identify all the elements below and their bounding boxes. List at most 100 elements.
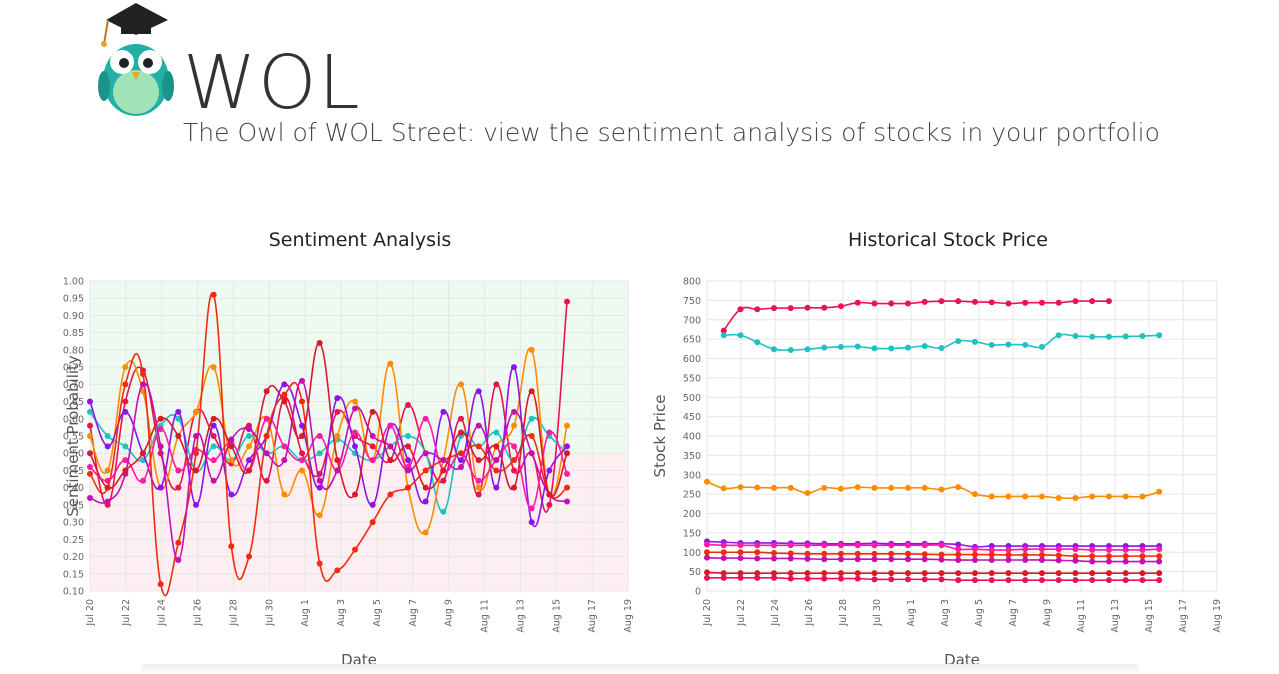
data-point <box>854 570 861 577</box>
data-point <box>1055 557 1062 564</box>
y-tick-label: 300 <box>683 470 701 481</box>
data-point <box>228 443 235 450</box>
sentiment-chart-title: Sentiment Analysis <box>268 229 452 251</box>
x-tick-label: Aug 13 <box>1110 599 1121 633</box>
data-point <box>1072 495 1079 501</box>
data-point <box>475 484 482 491</box>
data-point <box>1022 493 1029 500</box>
data-point <box>387 457 394 464</box>
x-tick-label: Jul 20 <box>85 599 96 627</box>
data-point <box>854 343 861 350</box>
data-point <box>955 551 962 558</box>
data-point <box>87 464 93 470</box>
data-point <box>475 388 482 395</box>
series-line <box>707 576 1160 582</box>
data-point <box>787 575 794 582</box>
data-point <box>754 306 761 313</box>
data-point <box>804 570 811 577</box>
data-point <box>511 457 518 464</box>
data-point <box>87 422 93 429</box>
data-point <box>1055 332 1062 339</box>
y-tick-label: 0 <box>695 587 701 598</box>
data-point <box>888 542 895 549</box>
data-point <box>737 549 744 556</box>
data-point <box>193 450 200 457</box>
data-point <box>157 426 164 433</box>
data-point <box>369 443 376 450</box>
data-point <box>821 556 828 563</box>
data-point <box>1038 546 1045 553</box>
data-point <box>246 443 253 450</box>
y-tick-label: 100 <box>683 548 701 559</box>
data-point <box>1005 577 1012 584</box>
x-tick-label: Aug 7 <box>408 599 419 627</box>
data-point <box>737 570 744 577</box>
data-point <box>1105 558 1112 565</box>
data-point <box>246 426 253 433</box>
data-point <box>1022 546 1029 553</box>
data-point <box>770 484 777 491</box>
data-point <box>334 567 341 574</box>
data-point <box>871 570 878 577</box>
data-point <box>1055 570 1062 577</box>
data-point <box>316 512 323 519</box>
x-tick-label: Aug 17 <box>587 599 598 633</box>
data-point <box>175 557 182 563</box>
data-point <box>938 298 945 305</box>
data-point <box>458 381 465 388</box>
data-point <box>281 491 288 498</box>
y-tick-label: 450 <box>683 412 701 423</box>
data-point <box>1038 299 1045 306</box>
data-point <box>1122 553 1129 560</box>
data-point <box>1072 298 1079 305</box>
data-point <box>140 371 147 377</box>
data-point <box>281 457 288 464</box>
y-tick-label: 0.65 <box>63 397 84 408</box>
x-tick-label: Aug 5 <box>372 599 383 627</box>
data-point <box>888 300 895 307</box>
data-point <box>988 551 995 558</box>
data-point <box>228 543 235 550</box>
y-tick-label: 600 <box>683 354 701 365</box>
data-point <box>1122 493 1129 500</box>
data-point <box>387 491 394 498</box>
y-tick-label: 0.10 <box>63 587 84 598</box>
data-point <box>1156 553 1163 560</box>
data-point <box>737 484 744 491</box>
data-point <box>1005 300 1012 307</box>
data-point <box>281 443 288 450</box>
data-point <box>821 570 828 577</box>
data-point <box>175 433 182 439</box>
data-point <box>988 577 995 584</box>
data-point <box>1089 553 1096 560</box>
data-point <box>122 443 129 450</box>
data-point <box>458 464 465 470</box>
data-point <box>837 570 844 577</box>
data-point <box>1038 557 1045 563</box>
data-point <box>1038 570 1045 577</box>
data-point <box>837 556 844 563</box>
x-tick-label: Jul 24 <box>157 599 168 627</box>
data-point <box>334 395 341 402</box>
x-tick-label: Jul 20 <box>702 599 713 627</box>
data-point <box>787 550 794 557</box>
data-point <box>1072 333 1079 340</box>
data-point <box>87 398 93 405</box>
data-point <box>493 443 500 450</box>
x-tick-label: Aug 1 <box>906 599 917 627</box>
data-point <box>334 408 341 415</box>
data-point <box>1005 546 1012 553</box>
x-tick-label: Jul 28 <box>838 599 849 627</box>
data-point <box>140 450 147 457</box>
data-point <box>1022 551 1029 558</box>
data-point <box>440 408 447 415</box>
data-point <box>1105 553 1112 560</box>
data-point <box>246 553 253 560</box>
data-point <box>921 551 928 558</box>
data-point <box>246 467 253 474</box>
data-point <box>988 493 995 500</box>
x-tick-label: Jul 28 <box>228 599 239 627</box>
data-point <box>888 570 895 577</box>
data-point <box>511 484 518 491</box>
data-point <box>475 457 482 464</box>
